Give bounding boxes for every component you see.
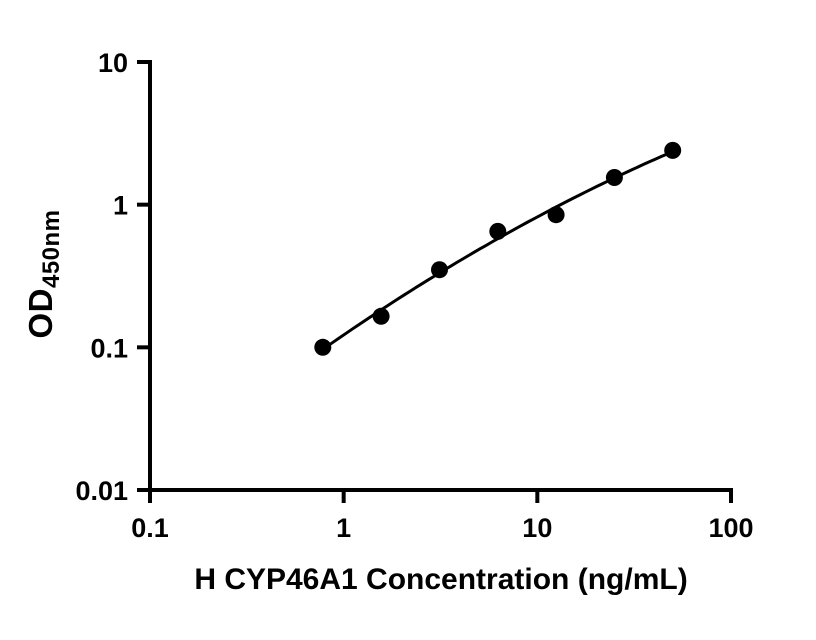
data-point bbox=[372, 307, 390, 325]
x-tick-label: 10 bbox=[522, 513, 552, 543]
y-tick-label: 10 bbox=[98, 48, 128, 78]
y-axis-title-base: OD bbox=[22, 288, 59, 339]
data-point bbox=[605, 169, 623, 186]
data-point bbox=[431, 261, 448, 279]
data-point bbox=[489, 222, 507, 240]
data-point bbox=[314, 338, 332, 356]
x-axis-title: H CYP46A1 Concentration (ng/mL) bbox=[194, 563, 688, 596]
y-tick-label: 0.1 bbox=[90, 333, 128, 363]
y-axis-title-subscript: 450nm bbox=[38, 209, 65, 289]
x-tick-label: 100 bbox=[708, 513, 753, 543]
y-tick-label: 1 bbox=[113, 191, 128, 221]
x-tick-label: 0.1 bbox=[131, 513, 169, 543]
y-tick-label: 0.01 bbox=[75, 476, 128, 506]
data-point bbox=[547, 206, 565, 224]
data-point bbox=[664, 141, 682, 159]
y-axis-title: OD450nm bbox=[22, 209, 66, 338]
x-tick-label: 1 bbox=[336, 513, 351, 543]
